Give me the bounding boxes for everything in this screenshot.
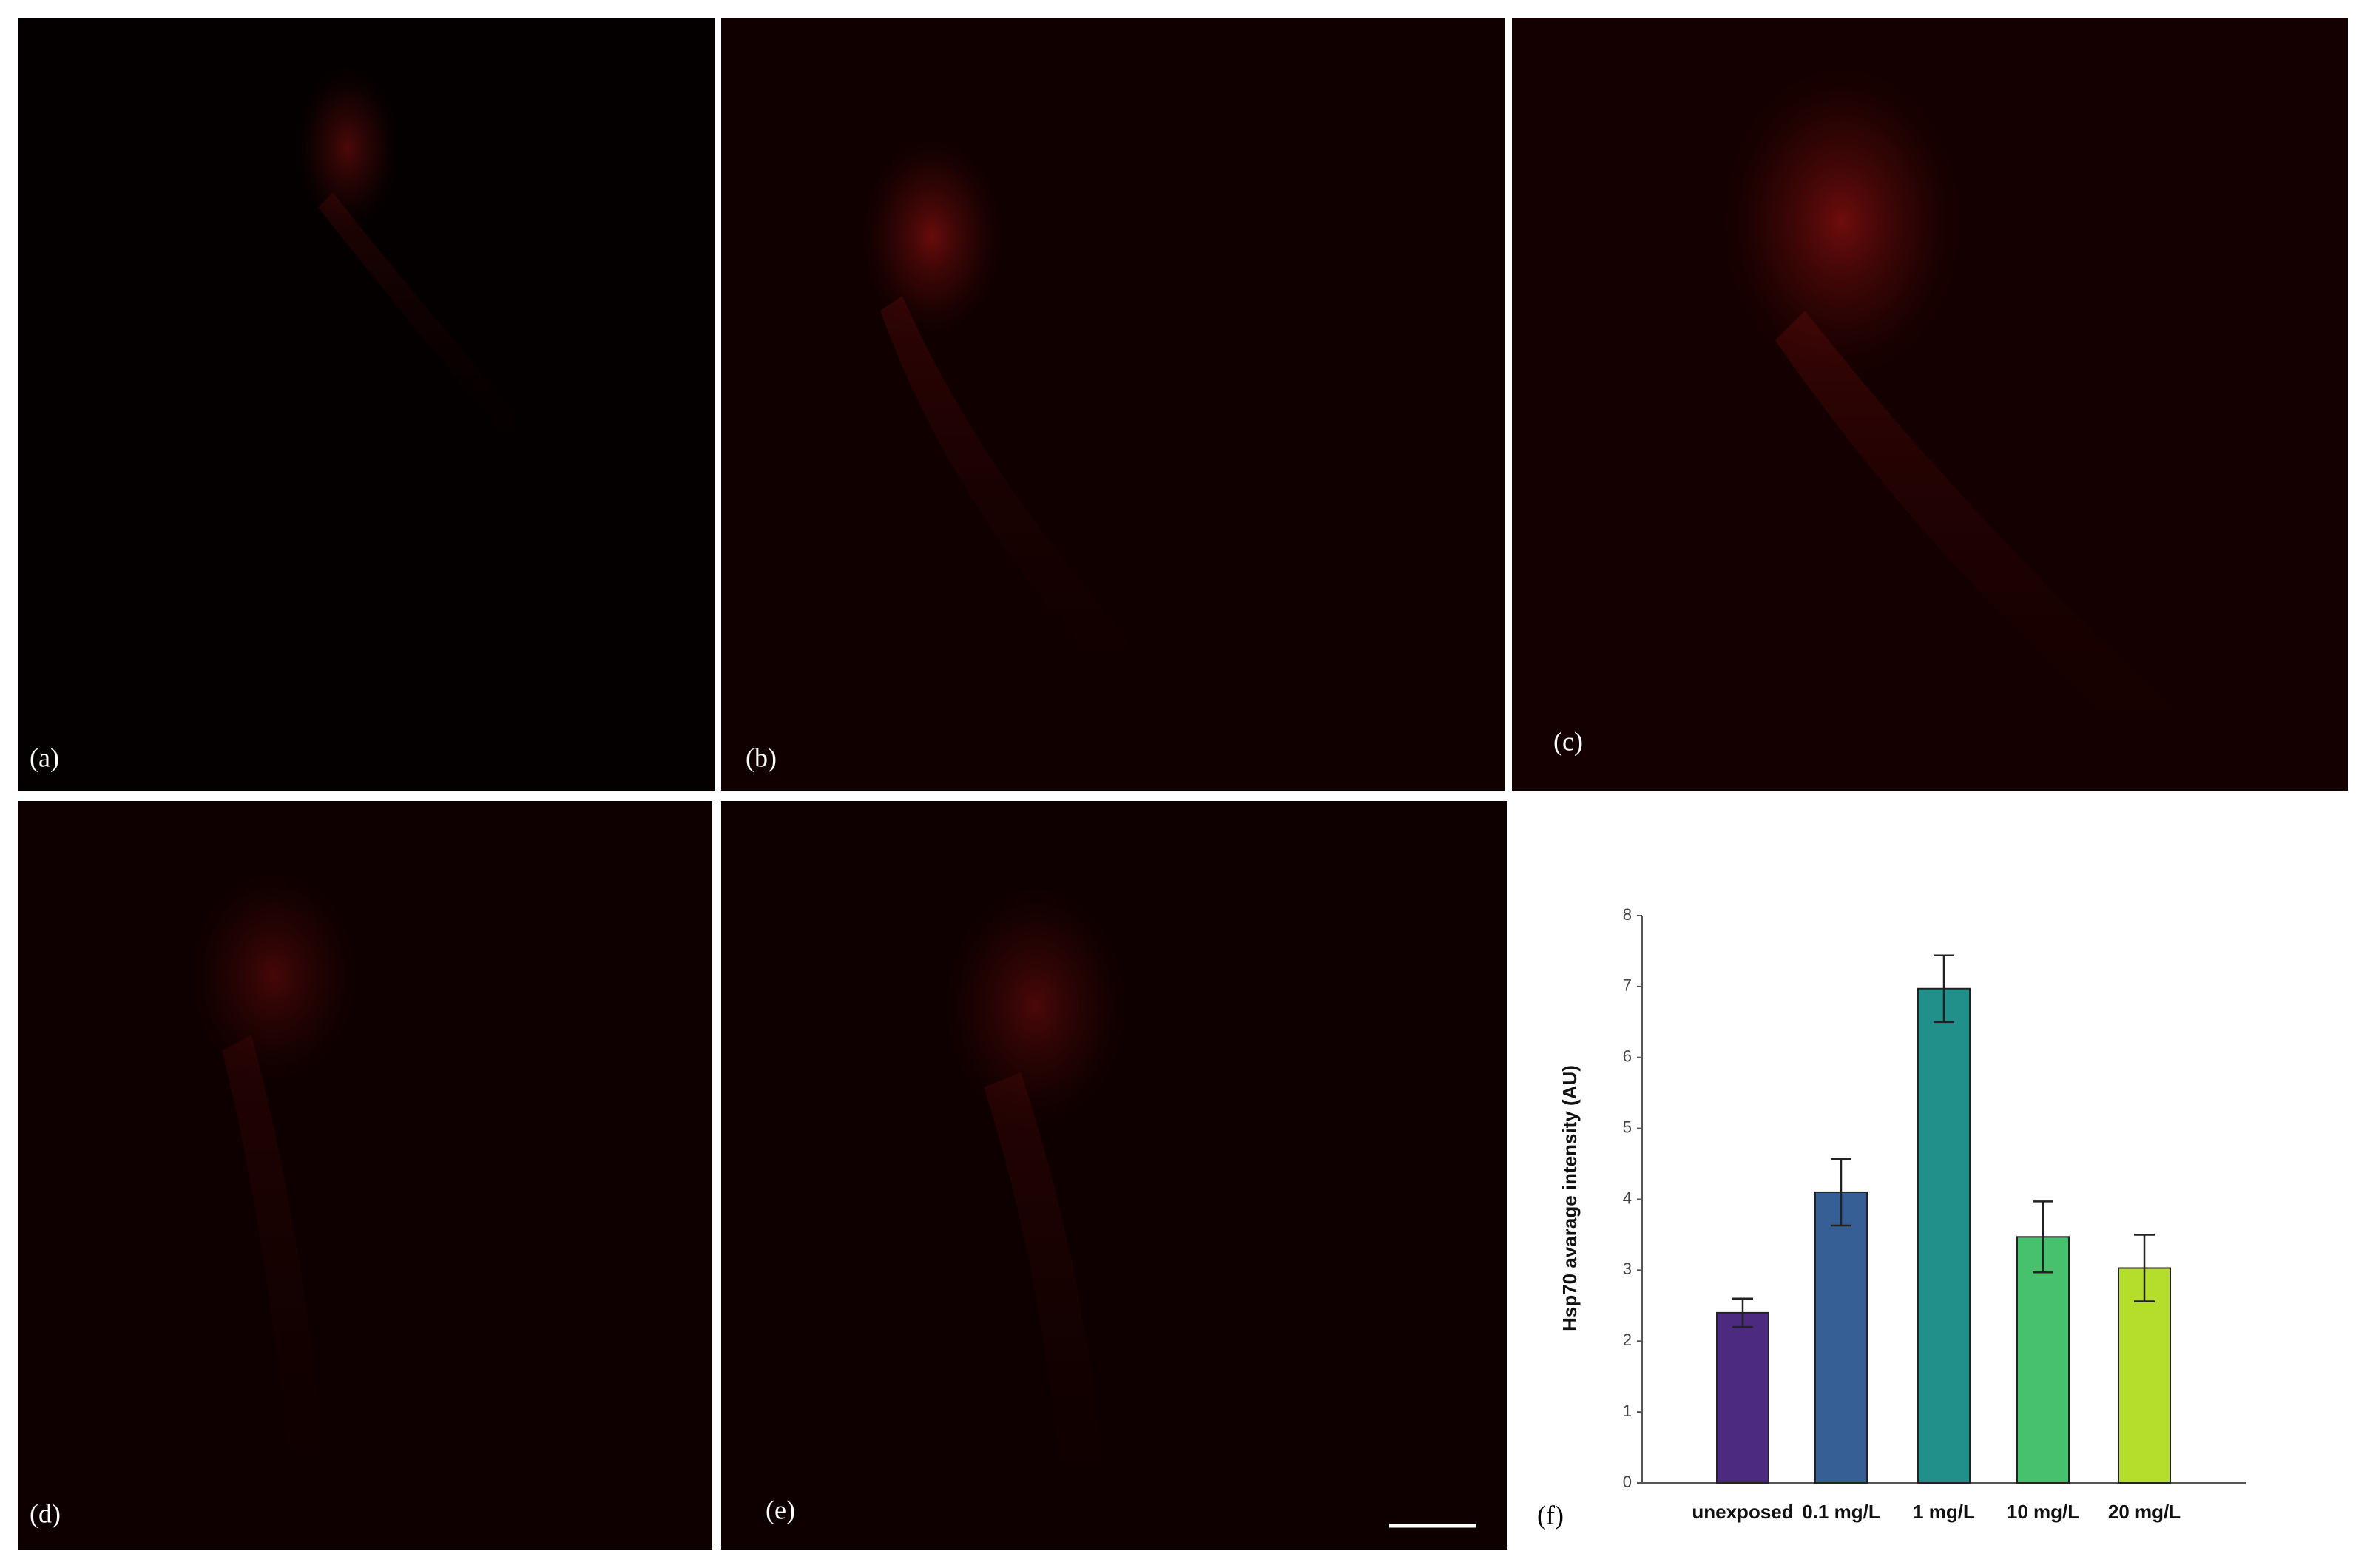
specimen-tail — [222, 1035, 333, 1550]
bar — [2118, 1267, 2171, 1484]
error-bar — [2134, 1234, 2155, 1302]
panel-label: (c) — [1553, 726, 1583, 756]
x-tick-label: 20 mg/L — [2108, 1501, 2181, 1523]
y-tick-label: 5 — [1623, 1118, 1632, 1136]
panel-label: (f) — [1537, 1500, 1564, 1530]
x-tick-label: unexposed — [1692, 1501, 1793, 1523]
y-tick-label: 4 — [1623, 1189, 1632, 1207]
bar — [1917, 987, 1971, 1484]
y-axis-label: Hsp70 avarage intensity (AU) — [1559, 1065, 1581, 1331]
x-tick-label: 1 mg/L — [1913, 1501, 1975, 1523]
y-tick-label: 7 — [1623, 976, 1632, 995]
y-tick-label: 1 — [1623, 1402, 1632, 1420]
specimen — [296, 67, 399, 229]
y-tick-label: 2 — [1623, 1331, 1632, 1349]
error-bar — [1934, 954, 1954, 1024]
bar — [1814, 1191, 1868, 1484]
panel-label: (b) — [746, 743, 777, 772]
specimen-tail — [1775, 311, 2256, 791]
y-tick-label: 6 — [1623, 1047, 1632, 1066]
panel-label: (a) — [30, 743, 59, 772]
panel-label: (d) — [30, 1498, 61, 1528]
micrograph — [721, 801, 1507, 1550]
error-bar — [2033, 1200, 2053, 1274]
error-bar — [1732, 1297, 1753, 1328]
bar — [1716, 1311, 1769, 1484]
specimen-tail — [984, 1072, 1110, 1550]
specimen-tail — [880, 296, 1154, 710]
y-tick-label: 3 — [1623, 1260, 1632, 1278]
chart: 0 1 2 3 4 5 6 7 8 unexposed 0.1 mg/L 1 mg/L 10 mg/L 2… — [1623, 905, 2181, 1523]
specimen-tail — [318, 192, 518, 444]
specimen — [939, 880, 1132, 1132]
specimen — [185, 865, 362, 1087]
specimen — [1716, 59, 1968, 385]
bar — [2016, 1236, 2070, 1484]
x-tick-label: 10 mg/L — [2007, 1501, 2079, 1523]
x-tick-label: 0.1 mg/L — [1802, 1501, 1880, 1523]
y-tick-label: 8 — [1623, 905, 1632, 924]
micrograph — [18, 801, 712, 1550]
specimen — [858, 133, 1006, 340]
error-bar — [1831, 1158, 1851, 1227]
panel-label: (e) — [766, 1495, 795, 1524]
y-tick-label: 0 — [1623, 1473, 1632, 1491]
